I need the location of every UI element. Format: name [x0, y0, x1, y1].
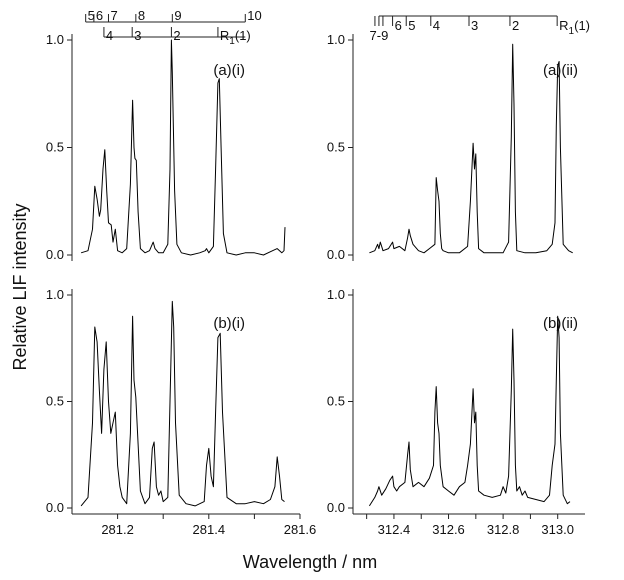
band-label: R1(1) — [559, 18, 590, 37]
chart-panel: 0.0 0.5 1.0 (a)(ii) 7-9 6 5 4 3 2 R1(1) — [327, 15, 590, 262]
y-tick-label: 1.0 — [327, 32, 345, 47]
x-axis-title: Wavelength / nm — [243, 552, 377, 572]
x-tick-label: 312.8 — [487, 522, 520, 537]
band-label: 7-9 — [370, 28, 389, 43]
y-tick-label: 0.5 — [46, 140, 64, 155]
series-line — [80, 39, 286, 256]
y-tick-label: 0.5 — [327, 140, 345, 155]
band-label: 4 — [433, 18, 440, 33]
x-tick-label: 312.6 — [432, 522, 465, 537]
band-assignment-brackets: 7-9 6 5 4 3 2 R1(1) — [370, 15, 590, 43]
series-line — [369, 43, 573, 254]
band-label: 5 — [408, 18, 415, 33]
panel-label: (a)(ii) — [543, 62, 578, 79]
band-label: 3 — [471, 18, 478, 33]
band-label: 6 — [96, 8, 103, 23]
y-tick-label: 0.0 — [46, 500, 64, 515]
band-label: 2 — [512, 18, 519, 33]
y-tick-label: 0.0 — [46, 247, 64, 262]
chart-panel: 0.0 0.5 1.0 312.4 312.6 312.8 313.0 (b)(ii) — [327, 287, 585, 537]
panel-label: (b)(i) — [213, 315, 245, 332]
band-label: 3 — [134, 28, 141, 43]
y-tick-label: 1.0 — [46, 287, 64, 302]
y-tick-label: 0.5 — [327, 394, 345, 409]
panel-label: (a)(i) — [213, 62, 245, 79]
x-tick-label: 281.4 — [193, 522, 226, 537]
x-tick-label: 313.0 — [541, 522, 574, 537]
x-tick-label: 312.4 — [378, 522, 411, 537]
band-assignment-brackets: 5 6 7 8 9 10 4 3 2 R1(1) — [85, 8, 262, 47]
chart-panel: 0.0 0.5 1.0 281.2 281.4 281.6 (b)(i) — [46, 287, 316, 537]
y-tick-label: 0.5 — [46, 394, 64, 409]
band-label: 2 — [173, 28, 180, 43]
band-label: 4 — [106, 28, 113, 43]
band-label: 6 — [395, 18, 402, 33]
panel-label: (b)(ii) — [543, 315, 578, 332]
y-tick-label: 1.0 — [46, 32, 64, 47]
x-tick-label: 281.2 — [101, 522, 134, 537]
band-label: 7 — [110, 8, 117, 23]
band-label: 8 — [138, 8, 145, 23]
chart-panel: 0.0 0.5 1.0 (a)(i) 5 6 7 8 9 10 4 3 2 R1(1) — [46, 8, 286, 262]
y-tick-label: 0.0 — [327, 500, 345, 515]
band-label: R1(1) — [220, 28, 251, 47]
y-tick-label: 1.0 — [327, 287, 345, 302]
band-label: 10 — [247, 8, 261, 23]
x-tick-label: 281.6 — [284, 522, 317, 537]
series-line — [80, 300, 285, 507]
y-tick-label: 0.0 — [327, 247, 345, 262]
band-label: 9 — [174, 8, 181, 23]
band-label: 5 — [88, 8, 95, 23]
series-line — [368, 315, 571, 507]
y-axis-title: Relative LIF intensity — [10, 203, 30, 370]
